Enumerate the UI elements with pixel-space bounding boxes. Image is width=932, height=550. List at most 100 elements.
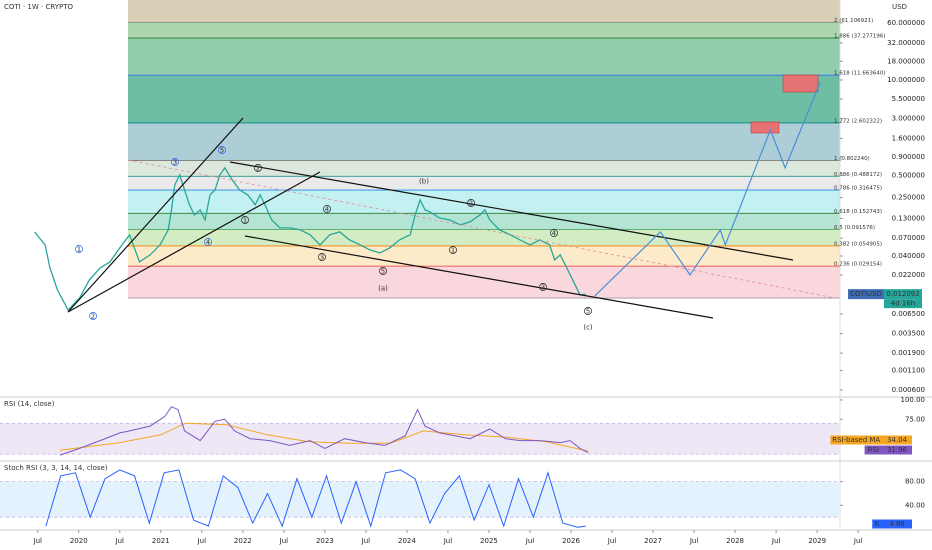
fib-zone: [128, 122, 840, 161]
wave-circle: [584, 307, 592, 315]
y-tick-label: 0.003500: [892, 330, 925, 338]
wave-circle: [254, 164, 262, 172]
x-tick-label: 2028: [726, 537, 744, 545]
wave-circle: [218, 146, 226, 154]
y-tick-label: 40.00: [905, 501, 925, 509]
x-tick-label: Jul: [279, 537, 289, 545]
symbol-label: COTIUSD: [850, 290, 882, 298]
wave-label: 5: [381, 268, 385, 276]
wave-label: 3: [173, 159, 177, 167]
wave-label: 3: [320, 254, 324, 262]
y-tick-label: 5.500000: [892, 95, 925, 103]
wave-label: 4: [552, 230, 557, 238]
countdown-label: 4d 16h: [891, 300, 915, 308]
fib-label: 1 (0.802240): [834, 156, 870, 162]
fib-zone: [128, 0, 840, 23]
wave-label: 4: [325, 206, 330, 214]
series-name-box: [864, 445, 882, 455]
fib-label: 0.236 (0.029154): [834, 262, 882, 268]
price-box: [884, 289, 922, 300]
projection-line: [594, 81, 821, 297]
band: [0, 481, 840, 518]
x-tick-label: Jul: [771, 537, 781, 545]
x-tick-label: Jul: [115, 537, 125, 545]
y-tick-label: 0.001100: [892, 367, 925, 375]
y-tick-label: 10.000000: [887, 76, 925, 84]
wave-circle: [75, 245, 83, 253]
oscillator-pane: 80.00 40.00 K 4.88: [0, 469, 925, 529]
target-box: [782, 74, 819, 93]
x-tick-label: Jul: [197, 537, 207, 545]
value-label: 31.96: [887, 446, 908, 454]
fib-zone: [128, 245, 840, 267]
stoch-title: Stoch RSI (3, 3, 14, 14, close): [4, 464, 108, 472]
fib-zone: [128, 266, 840, 299]
channel-line: [67, 117, 244, 313]
value-box: [882, 435, 912, 445]
y-tick-label: 3.000000: [892, 114, 925, 122]
x-tick-label: 2026: [562, 537, 580, 545]
value-box: [882, 445, 912, 455]
x-tick-label: 2027: [644, 537, 662, 545]
y-tick-label: 0.040000: [892, 252, 925, 260]
wave-circle: [241, 216, 249, 224]
price-pane: [33, 0, 840, 311]
channel-line: [67, 171, 321, 313]
band: [0, 423, 840, 455]
chart-title: COTI · 1W · CRYPTO: [4, 3, 74, 11]
wave-circle: [171, 158, 179, 166]
fib-label: 0.886 (0.488172): [834, 172, 882, 178]
fib-label: 1.886 (37.277196): [834, 34, 886, 40]
y-tick-label: 32.000000: [887, 39, 925, 47]
y-tick-label: 75.00: [905, 415, 925, 423]
oscillator-line: [45, 469, 586, 528]
wave-label: 2: [256, 165, 260, 173]
x-tick-label: 2024: [398, 537, 416, 545]
channel-line: [229, 161, 794, 261]
wave-label: 1: [243, 217, 247, 225]
wave-circle: [89, 312, 97, 320]
fib-label: 1.618 (11.663640): [834, 71, 886, 77]
fib-label: 0.618 (0.152743): [834, 209, 882, 215]
fib-label: 2 (61.106921): [834, 18, 873, 24]
wave-label: (c): [583, 324, 593, 332]
value-label: 34.04: [887, 436, 908, 444]
wave-label: 2: [91, 313, 95, 321]
y-tick-label: 80.00: [905, 478, 925, 486]
y-tick-label: 1.600000: [892, 134, 925, 142]
drawings: [67, 74, 836, 319]
wave-label: (b): [419, 178, 429, 186]
series-name-box: [872, 519, 882, 529]
fib-label: 0.5 (0.091576): [834, 225, 875, 231]
wave-label: 1: [77, 246, 81, 254]
wave-label: 5: [220, 147, 224, 155]
x-tick-label: 2025: [480, 537, 498, 545]
y-tick-label: 0.070000: [892, 234, 925, 242]
channel-line: [244, 235, 714, 319]
x-tick-label: Jul: [607, 537, 617, 545]
fib-label: 1.272 (2.602322): [834, 118, 882, 124]
countdown-box: [884, 299, 922, 309]
wave-circle: [467, 199, 475, 207]
wave-circle: [539, 283, 547, 291]
wave-label: 2: [469, 200, 473, 208]
wave-circle: [379, 267, 387, 275]
series-name-label: K: [875, 520, 880, 528]
x-tick-label: Jul: [443, 537, 453, 545]
fib-zone: [128, 38, 840, 76]
wave-circle: [318, 253, 326, 261]
x-tick-label: 2020: [70, 537, 88, 545]
y-tick-label: 0.006500: [892, 310, 925, 318]
fib-zone: [128, 160, 840, 177]
fib-zone: [128, 22, 840, 39]
wave-label: 4: [206, 239, 211, 247]
x-tick-label: 2023: [316, 537, 334, 545]
price-label: 0.012092: [886, 290, 919, 298]
y-tick-label: 0.130000: [892, 214, 925, 222]
y-tick-label: 0.001900: [892, 349, 925, 357]
y-tick-label: 0.000600: [892, 386, 925, 394]
oscillator-line: [59, 422, 589, 452]
x-tick-label: Jul: [525, 537, 535, 545]
